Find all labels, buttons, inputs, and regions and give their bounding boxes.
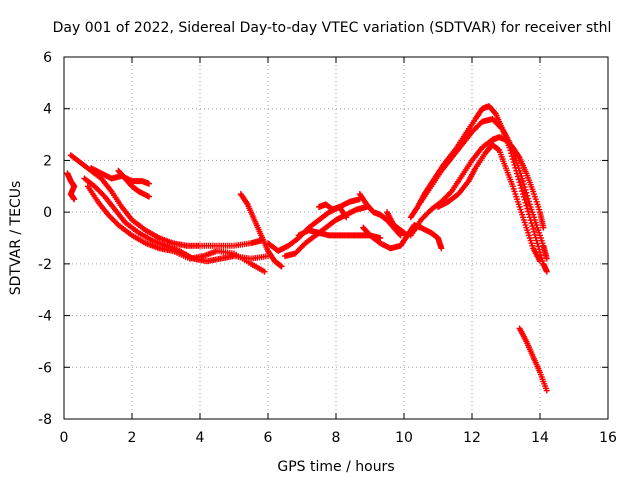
y-tick-labels: -8 -6 -4 -2 0 2 4 6 bbox=[38, 50, 52, 428]
series-track-g bbox=[237, 191, 285, 270]
y-tick-label: -4 bbox=[38, 309, 52, 325]
data-point bbox=[524, 205, 531, 212]
series-track-q bbox=[407, 134, 547, 239]
data-point bbox=[521, 183, 528, 190]
data-point bbox=[278, 263, 285, 270]
x-tick-label: 2 bbox=[128, 430, 137, 446]
series-track-r bbox=[435, 141, 543, 265]
data-point bbox=[243, 200, 250, 207]
data-point bbox=[543, 255, 550, 262]
data-point bbox=[525, 195, 532, 202]
series-track-n bbox=[384, 209, 445, 252]
data-point bbox=[537, 258, 543, 265]
data-point bbox=[343, 214, 350, 221]
x-tick-label: 4 bbox=[196, 430, 205, 446]
x-tick-label: 16 bbox=[599, 430, 617, 446]
y-tick-label: -8 bbox=[38, 412, 52, 428]
data-point bbox=[518, 185, 525, 192]
series-track-e bbox=[115, 167, 152, 200]
data-point bbox=[532, 234, 539, 241]
x-tick-label: 12 bbox=[463, 430, 481, 446]
data-point bbox=[537, 249, 543, 256]
y-tick-label: 6 bbox=[43, 50, 52, 66]
data-point bbox=[523, 202, 530, 209]
x-axis-label: GPS time / hours bbox=[277, 459, 394, 475]
x-tick-label: 14 bbox=[531, 430, 549, 446]
data-point bbox=[533, 237, 540, 244]
data-point bbox=[447, 189, 454, 196]
data-point bbox=[520, 193, 527, 200]
y-tick-label: 2 bbox=[43, 153, 52, 169]
series-track-s bbox=[516, 325, 550, 394]
data-point bbox=[536, 246, 543, 253]
data-point bbox=[530, 225, 537, 232]
data-point bbox=[377, 235, 384, 241]
x-tick-label: 0 bbox=[60, 430, 69, 446]
data-marks bbox=[64, 103, 550, 394]
data-point bbox=[521, 196, 528, 203]
y-tick-label: 0 bbox=[43, 205, 52, 221]
data-point bbox=[520, 178, 526, 185]
data-point bbox=[438, 245, 445, 252]
data-point bbox=[523, 189, 530, 196]
y-tick-label: 4 bbox=[43, 102, 52, 118]
data-point bbox=[535, 243, 542, 250]
data-point bbox=[515, 176, 522, 183]
data-point bbox=[71, 196, 78, 203]
data-point bbox=[516, 179, 523, 186]
data-point bbox=[517, 182, 524, 189]
data-point bbox=[519, 188, 526, 195]
series-track-f bbox=[64, 170, 78, 203]
data-point bbox=[529, 223, 536, 230]
series-track-h bbox=[265, 196, 363, 254]
y-axis-label: SDTVAR / TECUs bbox=[8, 181, 24, 296]
plot-frame bbox=[63, 56, 609, 420]
data-point bbox=[543, 387, 550, 394]
x-tick-labels: 0 2 4 6 8 10 12 14 16 bbox=[60, 430, 617, 446]
data-point bbox=[524, 192, 531, 199]
data-point bbox=[543, 268, 550, 275]
data-point bbox=[540, 224, 547, 231]
data-point bbox=[522, 186, 529, 193]
data-point bbox=[261, 268, 268, 275]
data-point bbox=[522, 199, 529, 206]
data-point bbox=[520, 191, 526, 198]
data-point bbox=[520, 181, 527, 188]
x-tick-label: 6 bbox=[264, 430, 273, 446]
chart-title: Day 001 of 2022, Sidereal Day-to-day VTE… bbox=[53, 20, 612, 36]
y-tick-label: -2 bbox=[38, 257, 52, 273]
data-point bbox=[525, 198, 532, 205]
data-point bbox=[531, 228, 538, 235]
data-point bbox=[342, 213, 349, 220]
x-tick-label: 8 bbox=[332, 430, 341, 446]
data-point bbox=[534, 240, 541, 247]
series-track-p bbox=[418, 116, 550, 262]
series-track-c bbox=[84, 183, 268, 275]
series-track-m bbox=[360, 224, 418, 252]
data-point bbox=[531, 231, 538, 238]
data-point bbox=[146, 193, 152, 200]
data-point bbox=[146, 180, 152, 187]
data-point bbox=[397, 232, 404, 239]
series-track-k bbox=[316, 201, 350, 221]
data-point bbox=[515, 153, 522, 160]
y-tick-label: -6 bbox=[38, 360, 52, 376]
x-tick-label: 10 bbox=[395, 430, 413, 446]
